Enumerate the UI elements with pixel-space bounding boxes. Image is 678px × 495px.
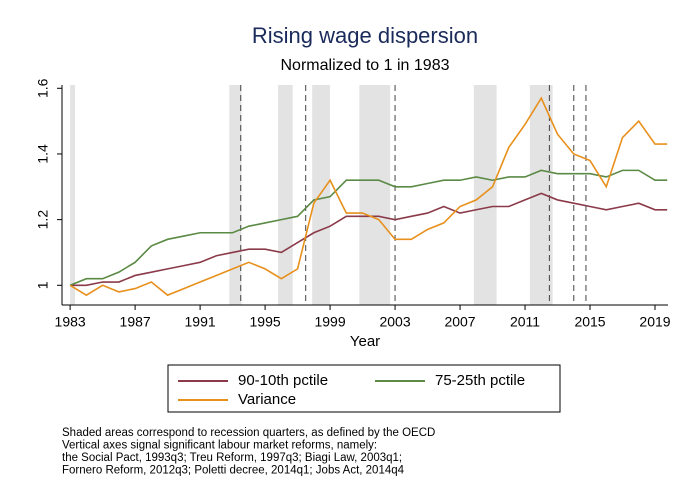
recession-band: [278, 85, 293, 305]
legend-label: 90-10th pctile: [238, 372, 328, 389]
y-tick-label: 1.6: [35, 78, 51, 98]
chart-title: Rising wage dispersion: [252, 23, 478, 48]
x-axis-label: Year: [350, 333, 380, 350]
recession-band: [529, 85, 553, 305]
x-tick-label: 2011: [510, 314, 540, 330]
recession-band: [359, 85, 391, 305]
x-tick-label: 1991: [185, 314, 216, 330]
series-line: [69, 169, 668, 287]
legend-label: 75-25th pctile: [435, 372, 525, 389]
recession-band: [312, 85, 331, 305]
legend-label: Variance: [238, 391, 296, 408]
x-tick-label: 2019: [639, 314, 670, 330]
footnote: Fornero Reform, 2012q3; Poletti decree, …: [62, 465, 405, 477]
recession-band: [473, 85, 497, 305]
x-tick-label: 1999: [314, 314, 345, 330]
y-tick-label: 1: [35, 281, 51, 289]
series-line: [69, 96, 668, 297]
x-tick-label: 1983: [55, 314, 86, 330]
recession-band: [70, 85, 75, 305]
footnote: Vertical axes signal significant labour …: [62, 440, 377, 452]
recession-band: [229, 85, 242, 305]
y-tick-label: 1.2: [35, 210, 51, 230]
x-tick-label: 1995: [250, 314, 281, 330]
x-tick-label: 2015: [574, 314, 605, 330]
y-tick-label: 1.4: [35, 144, 51, 164]
footnote: the Social Pact, 1993q3; Treu Reform, 19…: [62, 452, 402, 464]
chart-subtitle: Normalized to 1 in 1983: [281, 57, 450, 74]
legend-box: [167, 364, 561, 413]
x-tick-label: 1987: [120, 314, 151, 330]
x-tick-label: 2007: [444, 314, 475, 330]
x-tick-label: 2003: [379, 314, 410, 330]
footnote: Shaded areas correspond to recession qua…: [62, 427, 435, 439]
